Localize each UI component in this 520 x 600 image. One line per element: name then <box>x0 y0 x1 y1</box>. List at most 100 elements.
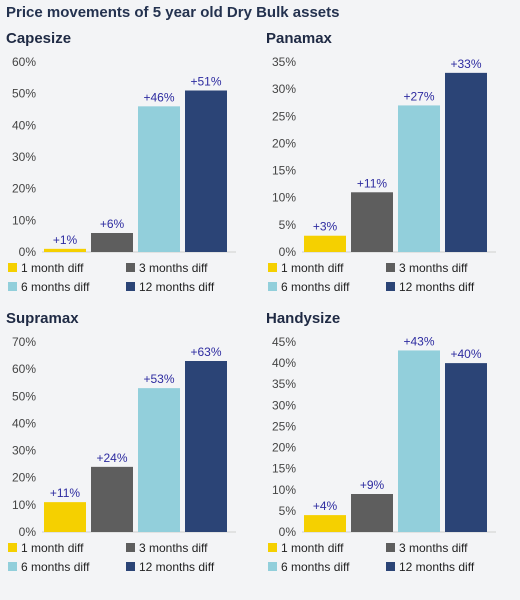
legend-label: 3 months diff <box>139 261 208 275</box>
y-tick-label: 0% <box>279 245 297 259</box>
legend-swatch <box>386 543 395 552</box>
chart-capesize: Capesize 0% 10% 20% 30% 40% 50% 60% +1% +6% +46% +… <box>0 30 260 320</box>
bar <box>304 515 346 532</box>
y-tick-label: 30% <box>12 150 36 164</box>
chart-title: Capesize <box>6 30 72 47</box>
y-tick-label: 0% <box>19 525 37 539</box>
y-tick-label: 50% <box>12 87 36 101</box>
data-label: +27% <box>403 89 434 103</box>
legend-label: 12 months diff <box>139 560 215 574</box>
bar <box>398 105 440 252</box>
legend-swatch <box>126 543 135 552</box>
bar <box>138 388 180 532</box>
chart-svg: 0% 10% 20% 30% 40% 50% 60% 70% +11% +24% +53% +63% 1… <box>8 335 236 574</box>
legend-label: 12 months diff <box>399 280 475 294</box>
y-tick-label: 20% <box>12 471 36 485</box>
legend-label: 6 months diff <box>281 280 350 294</box>
y-tick-label: 60% <box>12 55 36 69</box>
y-tick-label: 10% <box>12 498 36 512</box>
chart-panamax: Panamax 0% 5% 10% 15% 20% 25% 30% 35% +3% +11% +27… <box>260 30 520 320</box>
bar <box>304 235 346 252</box>
data-label: +6% <box>100 217 125 231</box>
legend-swatch <box>268 263 277 272</box>
y-tick-label: 25% <box>272 109 296 123</box>
bar <box>351 192 393 252</box>
bar <box>398 350 440 532</box>
legend-swatch <box>126 562 135 571</box>
bar <box>185 90 227 252</box>
chart-handysize: Handysize 0% 5% 10% 15% 20% 25% 30% 35% 40% 45% +4… <box>260 310 520 600</box>
legend-swatch <box>8 263 17 272</box>
legend-swatch <box>268 543 277 552</box>
y-tick-label: 25% <box>272 419 296 433</box>
bar <box>91 466 133 532</box>
chart-title: Supramax <box>6 310 79 327</box>
y-tick-label: 30% <box>272 398 296 412</box>
y-tick-label: 70% <box>12 335 36 349</box>
y-tick-label: 30% <box>12 444 36 458</box>
chart-svg: 0% 5% 10% 15% 20% 25% 30% 35% +3% +11% +27% +33% 1 m… <box>268 55 496 294</box>
chart-supramax: Supramax 0% 10% 20% 30% 40% 50% 60% 70% +11% +24%… <box>0 310 260 600</box>
bar <box>445 363 487 532</box>
y-tick-label: 5% <box>279 218 297 232</box>
y-tick-label: 50% <box>12 389 36 403</box>
y-tick-label: 45% <box>272 335 296 349</box>
data-label: +53% <box>143 372 174 386</box>
y-tick-label: 20% <box>272 441 296 455</box>
bar <box>138 106 180 252</box>
legend-label: 6 months diff <box>21 280 90 294</box>
y-tick-label: 0% <box>19 245 37 259</box>
bar <box>351 494 393 532</box>
legend-label: 1 month diff <box>21 261 84 275</box>
legend-label: 12 months diff <box>139 280 215 294</box>
legend-swatch <box>268 282 277 291</box>
legend-swatch <box>268 562 277 571</box>
y-tick-label: 10% <box>272 191 296 205</box>
y-tick-label: 10% <box>12 213 36 227</box>
data-label: +4% <box>313 499 338 513</box>
y-tick-label: 15% <box>272 462 296 476</box>
y-tick-label: 0% <box>279 525 297 539</box>
legend-label: 6 months diff <box>21 560 90 574</box>
data-label: +43% <box>403 334 434 348</box>
y-tick-label: 30% <box>272 82 296 96</box>
legend-swatch <box>386 263 395 272</box>
bar <box>91 233 133 252</box>
y-tick-label: 35% <box>272 377 296 391</box>
data-label: +51% <box>190 75 221 89</box>
data-label: +63% <box>190 345 221 359</box>
legend-swatch <box>8 282 17 291</box>
data-label: +1% <box>53 233 78 247</box>
y-tick-label: 40% <box>12 416 36 430</box>
legend-label: 1 month diff <box>281 261 344 275</box>
legend-label: 12 months diff <box>399 560 475 574</box>
chart-title: Panamax <box>266 30 332 47</box>
legend-label: 1 month diff <box>281 541 344 555</box>
y-tick-label: 5% <box>279 504 297 518</box>
data-label: +40% <box>450 347 481 361</box>
chart-svg: 0% 5% 10% 15% 20% 25% 30% 35% 40% 45% +4% +9% +43% +4… <box>268 334 496 574</box>
legend-swatch <box>386 282 395 291</box>
y-tick-label: 10% <box>272 483 296 497</box>
legend-swatch <box>126 282 135 291</box>
y-tick-label: 60% <box>12 362 36 376</box>
legend-label: 6 months diff <box>281 560 350 574</box>
y-tick-label: 20% <box>12 182 36 196</box>
bar <box>185 361 227 532</box>
legend-label: 3 months diff <box>399 541 468 555</box>
bar <box>44 502 86 532</box>
legend-swatch <box>126 263 135 272</box>
chart-svg: 0% 10% 20% 30% 40% 50% 60% +1% +6% +46% +51% 1 mont… <box>8 55 236 294</box>
legend-label: 1 month diff <box>21 541 84 555</box>
bar <box>445 72 487 252</box>
legend-label: 3 months diff <box>139 541 208 555</box>
data-label: +46% <box>143 90 174 104</box>
data-label: +11% <box>357 176 387 190</box>
data-label: +33% <box>450 57 481 71</box>
chart-title: Handysize <box>266 310 341 327</box>
data-label: +3% <box>313 220 338 234</box>
legend-label: 3 months diff <box>399 261 468 275</box>
y-tick-label: 40% <box>272 356 296 370</box>
bar <box>44 248 86 252</box>
y-tick-label: 40% <box>12 118 36 132</box>
